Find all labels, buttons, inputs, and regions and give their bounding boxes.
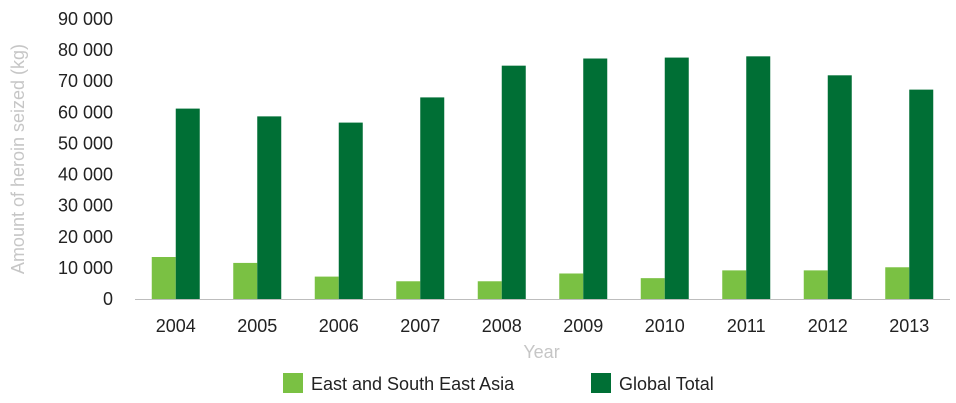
bar-global-total-2011: [746, 56, 771, 300]
x-tick-label: 2007: [400, 316, 440, 336]
bar-global-total-2004: [175, 108, 200, 299]
legend: East and South East Asia Global Total: [283, 373, 714, 394]
x-axis-tick-labels: 2004 2005 2006 2007 2008 2009 2010 2011 2012 2013: [156, 316, 930, 336]
y-tick-label: 70 000: [58, 71, 113, 91]
bar-global-total-2012: [827, 75, 852, 299]
y-tick-label: 40 000: [58, 165, 113, 185]
legend-label-east-south-east-asia: East and South East Asia: [311, 374, 515, 394]
y-tick-label: 0: [103, 289, 113, 309]
bar-east-south-east-asia-2012: [803, 270, 828, 299]
y-tick-label: 10 000: [58, 258, 113, 278]
y-tick-label: 20 000: [58, 227, 113, 247]
x-axis-title: Year: [523, 342, 559, 362]
bar-east-south-east-asia-2013: [885, 267, 910, 299]
x-tick-label: 2004: [156, 316, 196, 336]
bar-east-south-east-asia-2008: [477, 281, 502, 299]
x-tick-label: 2011: [727, 316, 766, 336]
y-tick-label: 80 000: [58, 40, 113, 60]
bar-east-south-east-asia-2005: [233, 262, 258, 299]
legend-swatch-global-total: [591, 373, 611, 393]
x-tick-label: 2010: [645, 316, 685, 336]
y-tick-label: 30 000: [58, 196, 113, 216]
bar-east-south-east-asia-2007: [396, 281, 421, 299]
bar-east-south-east-asia-2004: [151, 257, 176, 299]
bar-global-total-2009: [583, 58, 608, 300]
bars: [151, 56, 934, 300]
x-tick-label: 2005: [237, 316, 277, 336]
x-tick-label: 2012: [808, 316, 848, 336]
x-tick-label: 2009: [563, 316, 603, 336]
y-tick-label: 60 000: [58, 102, 113, 122]
bar-global-total-2007: [420, 97, 445, 300]
x-tick-label: 2006: [319, 316, 359, 336]
bar-global-total-2008: [501, 65, 526, 300]
legend-label-global-total: Global Total: [619, 374, 714, 394]
bar-global-total-2005: [257, 116, 282, 299]
y-axis-title: Amount of heroin seized (kg): [8, 44, 28, 274]
y-tick-label: 50 000: [58, 133, 113, 153]
x-tick-label: 2008: [482, 316, 522, 336]
bar-global-total-2010: [664, 57, 689, 300]
bar-global-total-2006: [338, 122, 363, 299]
bar-east-south-east-asia-2009: [559, 273, 584, 299]
y-tick-label: 90 000: [58, 9, 113, 29]
bar-east-south-east-asia-2010: [640, 278, 665, 299]
bar-east-south-east-asia-2006: [314, 276, 339, 299]
x-tick-label: 2013: [889, 316, 929, 336]
legend-swatch-east-south-east-asia: [283, 373, 303, 393]
bar-global-total-2013: [909, 89, 934, 299]
y-axis-tick-labels: 0 10 000 20 000 30 000 40 000 50 000 60 000 70 …: [58, 9, 113, 309]
bar-east-south-east-asia-2011: [722, 270, 747, 299]
